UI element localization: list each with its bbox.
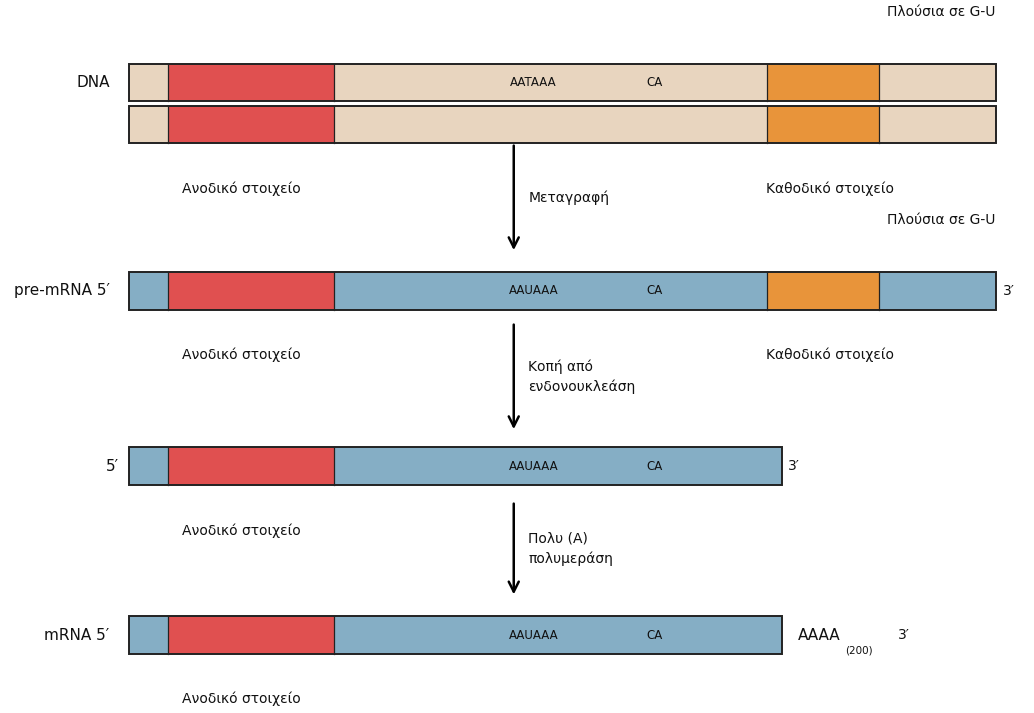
Text: CA: CA bbox=[647, 76, 663, 89]
Bar bbox=[169, 272, 334, 309]
Text: Ανοδικό στοιχείο: Ανοδικό στοιχείο bbox=[182, 348, 301, 362]
Bar bbox=[129, 106, 996, 143]
Bar bbox=[334, 272, 767, 309]
Text: Ανοδικό στοιχείο: Ανοδικό στοιχείο bbox=[182, 181, 301, 196]
Text: CA: CA bbox=[647, 284, 663, 297]
Text: 5′: 5′ bbox=[107, 459, 119, 474]
Bar bbox=[169, 63, 334, 101]
Bar bbox=[767, 272, 879, 309]
Text: AAUAAA: AAUAAA bbox=[509, 284, 558, 297]
Text: Πολυ (Α)
πολυμεράση: Πολυ (Α) πολυμεράση bbox=[528, 532, 613, 566]
Bar bbox=[879, 272, 996, 309]
Text: CA: CA bbox=[647, 629, 663, 642]
Bar bbox=[767, 106, 879, 143]
Bar bbox=[129, 106, 169, 143]
Bar bbox=[334, 63, 767, 101]
Bar bbox=[334, 448, 782, 486]
Text: (200): (200) bbox=[845, 645, 873, 655]
Bar bbox=[129, 272, 996, 309]
Text: AATAAA: AATAAA bbox=[510, 76, 556, 89]
Text: AAAA: AAAA bbox=[798, 627, 841, 642]
Text: mRNA 5′: mRNA 5′ bbox=[44, 627, 110, 642]
Bar bbox=[879, 63, 996, 101]
Text: 3′: 3′ bbox=[788, 459, 800, 473]
Bar bbox=[334, 106, 767, 143]
Text: CA: CA bbox=[647, 460, 663, 473]
Text: Πλούσια σε G-U: Πλούσια σε G-U bbox=[887, 213, 996, 227]
Bar bbox=[879, 106, 996, 143]
Text: DNA: DNA bbox=[77, 75, 110, 90]
Bar bbox=[169, 106, 334, 143]
Text: Πλούσια σε G-U: Πλούσια σε G-U bbox=[887, 5, 996, 19]
Bar bbox=[169, 616, 334, 654]
Bar bbox=[129, 63, 996, 101]
Bar bbox=[129, 63, 169, 101]
Text: AAUAAA: AAUAAA bbox=[509, 629, 558, 642]
Text: AAUAAA: AAUAAA bbox=[509, 460, 558, 473]
Bar bbox=[129, 448, 169, 486]
Bar bbox=[129, 616, 169, 654]
Text: Κοπή από
ενδονουκλεάση: Κοπή από ενδονουκλεάση bbox=[528, 359, 636, 394]
Bar bbox=[169, 448, 334, 486]
Bar bbox=[767, 63, 879, 101]
Bar bbox=[129, 616, 782, 654]
Text: 3′: 3′ bbox=[1003, 284, 1014, 298]
Text: Καθοδικό στοιχείο: Καθοδικό στοιχείο bbox=[766, 181, 894, 196]
Bar bbox=[129, 448, 782, 486]
Text: Ανοδικό στοιχείο: Ανοδικό στοιχείο bbox=[182, 692, 301, 707]
Text: 3′: 3′ bbox=[899, 628, 910, 642]
Text: Καθοδικό στοιχείο: Καθοδικό στοιχείο bbox=[766, 348, 894, 362]
Bar bbox=[129, 272, 169, 309]
Bar bbox=[334, 616, 782, 654]
Text: pre-mRNA 5′: pre-mRNA 5′ bbox=[13, 283, 110, 298]
Text: Μεταγραφή: Μεταγραφή bbox=[528, 190, 609, 205]
Text: Ανοδικό στοιχείο: Ανοδικό στοιχείο bbox=[182, 523, 301, 538]
